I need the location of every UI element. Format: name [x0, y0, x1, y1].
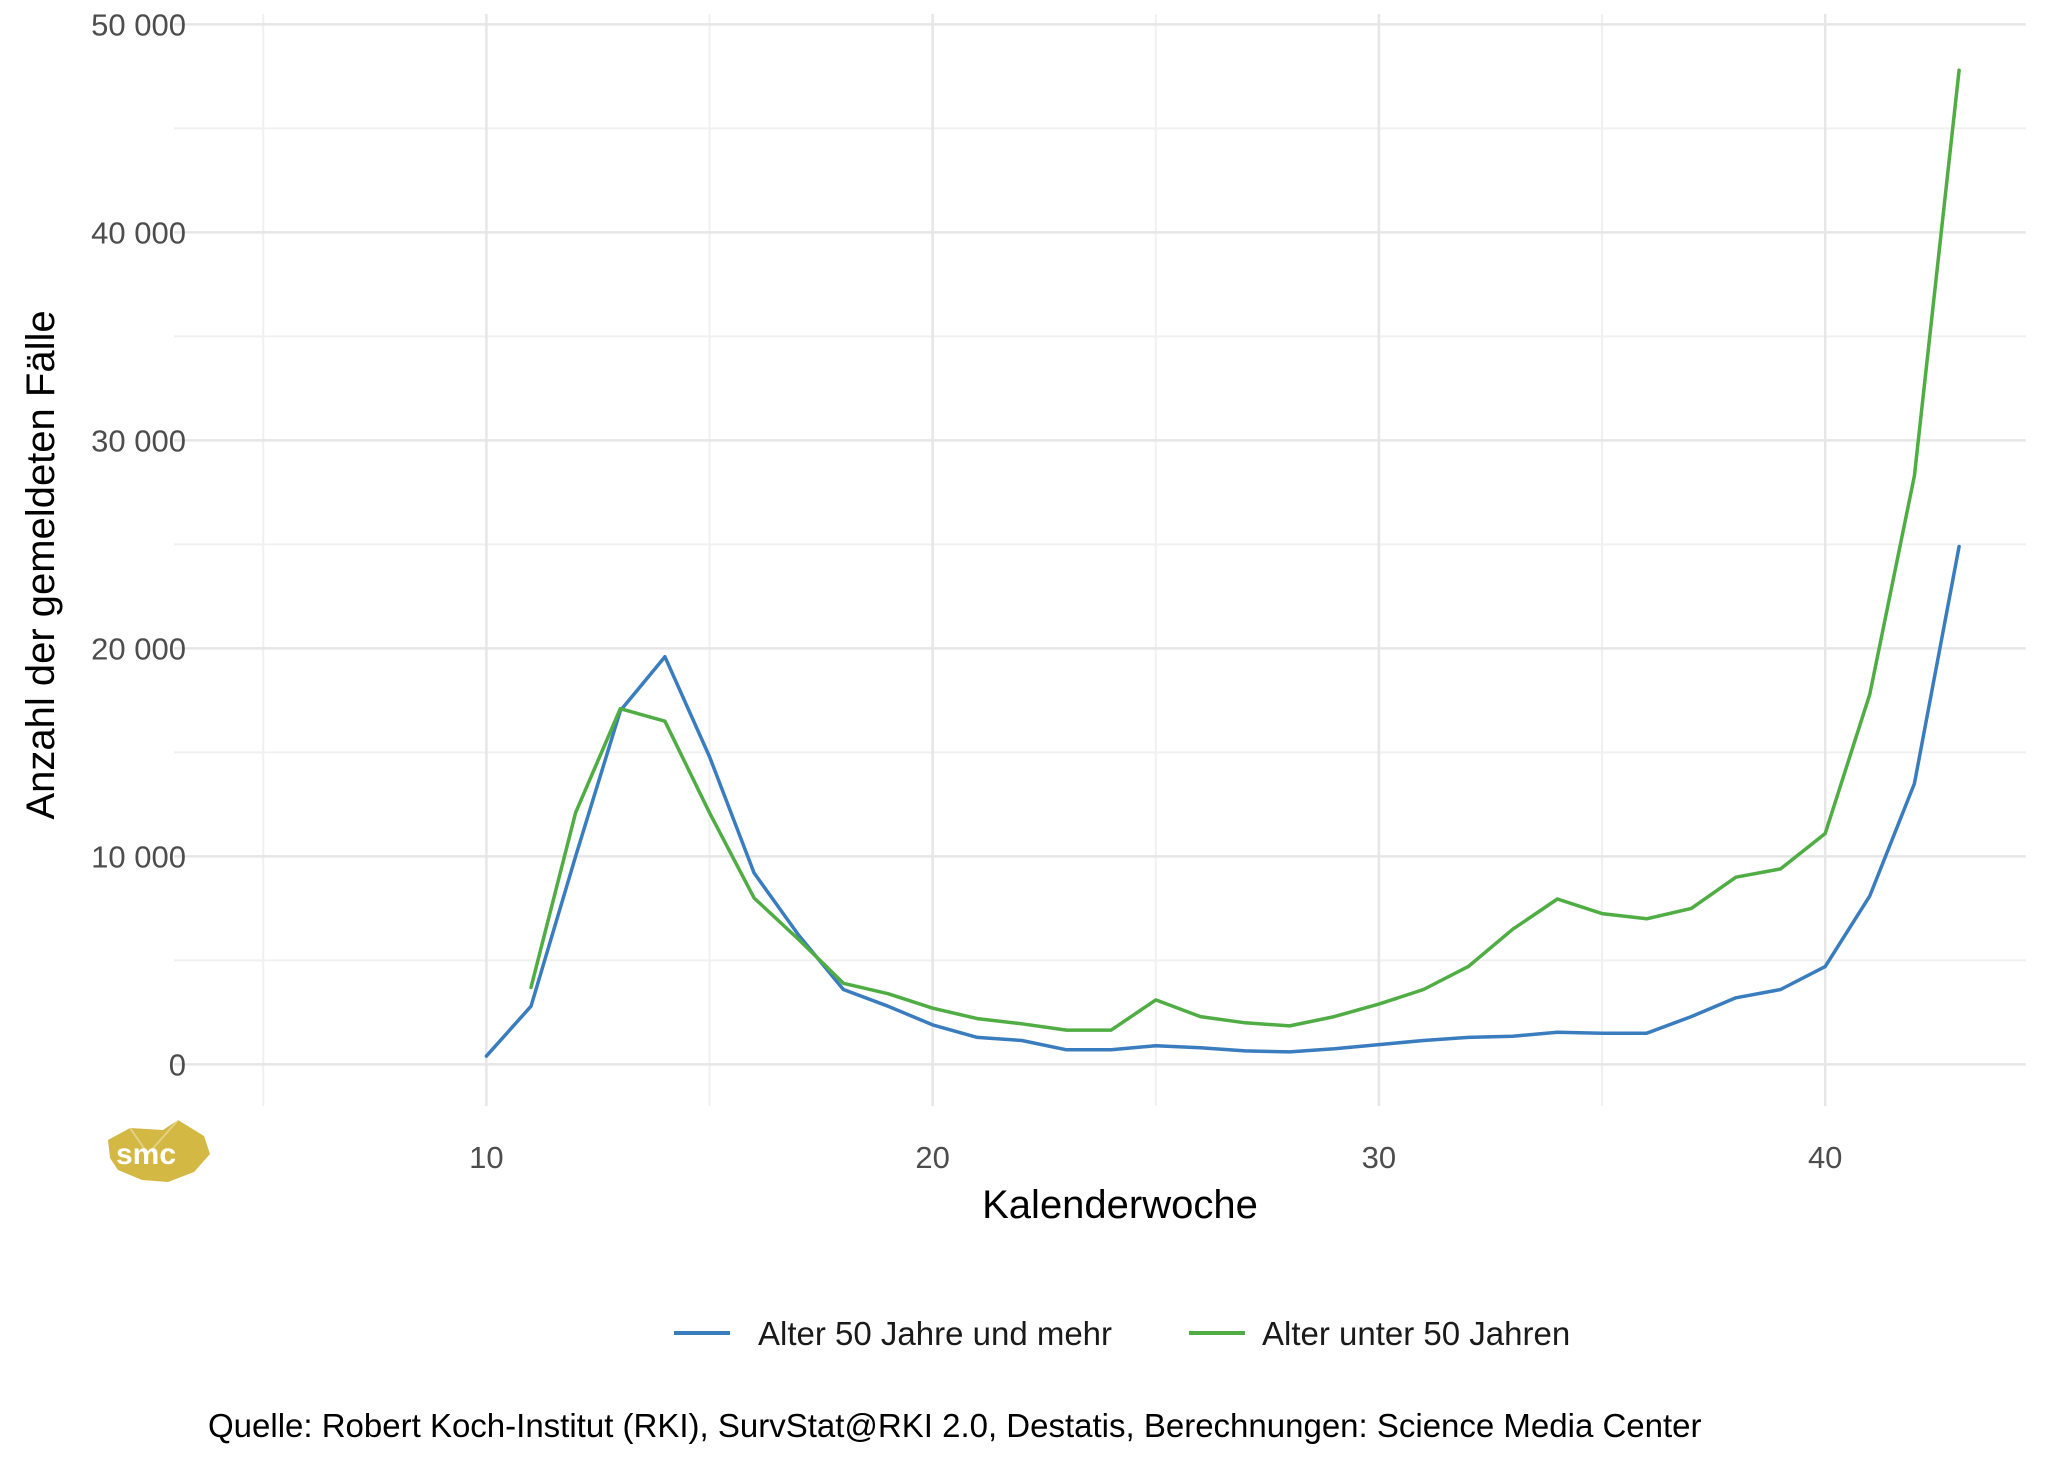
legend-label-series-0: Alter 50 Jahre und mehr: [758, 1315, 1112, 1352]
y-tick-label: 30 000: [91, 423, 186, 458]
x-axis-title: Kalenderwoche: [982, 1183, 1258, 1227]
x-tick-label: 10: [469, 1140, 503, 1175]
legend-label-series-1: Alter unter 50 Jahren: [1262, 1315, 1570, 1352]
legend: Alter 50 Jahre und mehr Alter unter 50 J…: [674, 1315, 1570, 1352]
y-tick-label: 40 000: [91, 215, 186, 250]
x-tick-label: 30: [1362, 1140, 1396, 1175]
x-axis-ticks: 10 20 30 40: [469, 1140, 1842, 1175]
y-axis-ticks: 0 10 000 20 000 30 000 40 000 50 000: [91, 7, 186, 1082]
series-line-0: [484, 544, 1961, 1058]
logo-text: smc: [116, 1138, 176, 1171]
x-tick-label: 40: [1808, 1140, 1842, 1175]
series-line-1: [529, 68, 1961, 1032]
y-axis-title: Anzahl der gemeldeten Fälle: [19, 310, 63, 819]
source-caption: Quelle: Robert Koch-Institut (RKI), Surv…: [208, 1407, 1702, 1444]
logo-facets: [129, 1119, 179, 1156]
y-tick-label: 20 000: [91, 631, 186, 666]
y-tick-label: 10 000: [91, 839, 186, 874]
y-tick-label: 0: [169, 1047, 186, 1082]
logo-badge: [108, 1120, 210, 1182]
x-tick-label: 20: [915, 1140, 949, 1175]
series-lines: [484, 68, 1961, 1058]
y-tick-label: 50 000: [91, 7, 186, 42]
smc-logo: smc: [108, 1119, 210, 1182]
grid: [174, 14, 2026, 1106]
